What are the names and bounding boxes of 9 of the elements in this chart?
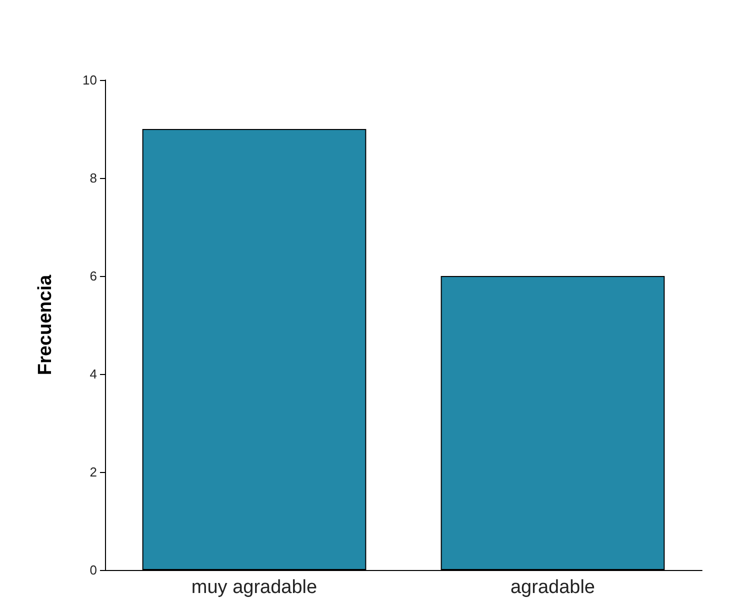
x-tick-label: agradable <box>510 577 596 598</box>
y-tick-label: 2 <box>90 464 97 480</box>
x-tick-label: muy agradable <box>191 577 318 598</box>
y-tick-label: 6 <box>90 268 97 284</box>
y-tick-label: 8 <box>90 170 97 186</box>
y-axis-title: Frecuencia <box>35 274 56 376</box>
y-tick-label: 0 <box>90 562 97 578</box>
y-tick-label: 4 <box>90 366 97 382</box>
y-tick-label: 10 <box>82 72 97 88</box>
